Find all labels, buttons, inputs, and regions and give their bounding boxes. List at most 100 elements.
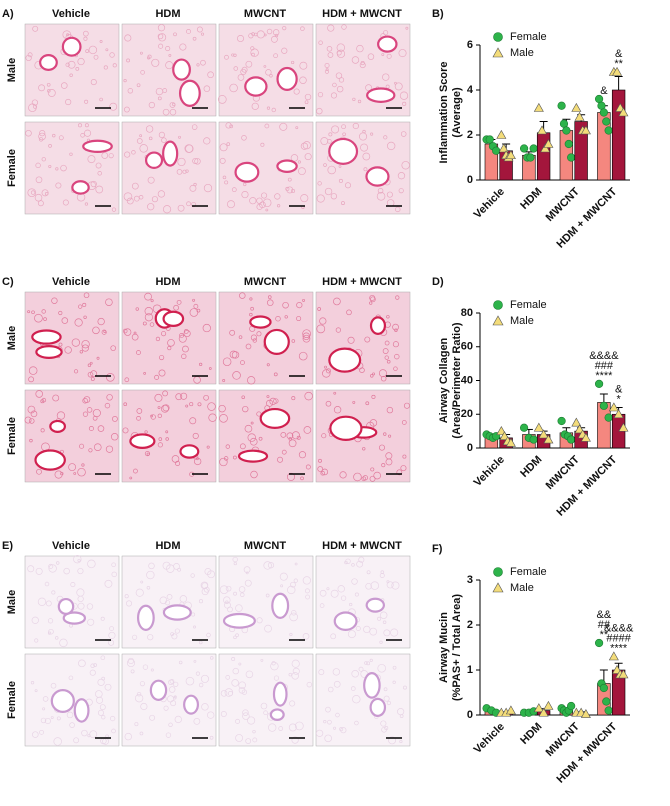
texture: [54, 470, 63, 479]
data-point: [608, 651, 619, 661]
texture: [304, 588, 310, 594]
texture: [241, 395, 245, 399]
texture: [133, 195, 140, 202]
texture: [40, 428, 45, 433]
texture: [69, 722, 75, 728]
texture: [195, 671, 200, 676]
airway: [269, 708, 285, 721]
texture: [38, 132, 46, 141]
texture: [271, 35, 278, 43]
texture: [77, 595, 84, 603]
airway: [49, 419, 66, 433]
texture: [196, 26, 203, 33]
texture: [377, 187, 384, 194]
data-point: [580, 432, 591, 442]
airway: [249, 315, 272, 329]
texture: [147, 203, 155, 211]
texture: [209, 656, 214, 660]
micrograph: [121, 23, 217, 117]
texture: [242, 405, 249, 413]
texture: [260, 702, 268, 710]
texture: [192, 298, 196, 302]
texture: [136, 691, 142, 697]
texture: [27, 52, 33, 58]
texture: [293, 88, 300, 95]
column-label: HDM: [155, 276, 180, 288]
texture: [339, 471, 347, 479]
texture: [174, 628, 180, 634]
texture: [99, 704, 106, 711]
significance-label: ****: [595, 370, 613, 382]
texture: [166, 594, 173, 600]
texture: [38, 84, 46, 92]
texture: [280, 584, 284, 588]
texture: [200, 59, 206, 66]
texture: [90, 79, 97, 86]
texture: [29, 438, 33, 443]
texture: [108, 153, 114, 159]
data-point: [505, 705, 516, 715]
texture: [174, 460, 181, 466]
texture: [321, 468, 329, 476]
texture: [123, 328, 132, 336]
texture: [126, 658, 136, 668]
texture: [388, 736, 397, 745]
airway: [179, 444, 200, 459]
texture: [86, 407, 93, 413]
texture: [37, 200, 44, 207]
texture: [203, 85, 211, 92]
texture: [176, 169, 183, 175]
texture: [148, 136, 153, 141]
texture: [299, 76, 307, 84]
texture: [108, 631, 116, 639]
texture: [74, 318, 83, 327]
texture: [324, 734, 332, 743]
texture: [175, 393, 183, 401]
texture: [204, 568, 212, 575]
texture: [243, 182, 247, 187]
texture: [34, 313, 43, 323]
micrograph: [121, 121, 217, 215]
texture: [235, 633, 239, 638]
data-point: [599, 401, 608, 410]
texture: [83, 396, 91, 403]
texture: [167, 346, 172, 351]
texture: [379, 573, 385, 578]
row-label: Female: [6, 149, 18, 187]
texture: [189, 184, 197, 192]
texture: [289, 700, 296, 707]
texture: [358, 556, 365, 563]
texture: [244, 579, 252, 587]
texture: [146, 586, 151, 590]
texture: [327, 686, 334, 693]
texture: [168, 722, 173, 727]
x-tick-label: Vehicle: [472, 721, 507, 756]
x-tick-label: HDM: [518, 186, 544, 212]
texture: [27, 310, 31, 314]
texture: [247, 716, 256, 725]
texture: [193, 303, 199, 309]
texture: [177, 157, 186, 167]
texture: [292, 667, 300, 675]
texture: [95, 162, 102, 169]
significance-label: &: [600, 85, 608, 97]
texture: [324, 187, 333, 196]
texture: [41, 309, 46, 314]
legend-marker: [492, 47, 504, 58]
texture: [369, 419, 378, 427]
texture: [139, 731, 144, 736]
texture: [99, 97, 103, 102]
texture: [391, 581, 400, 590]
texture: [290, 154, 299, 162]
data-point: [608, 402, 619, 412]
texture: [243, 566, 251, 574]
texture: [318, 458, 322, 463]
texture: [87, 363, 92, 367]
texture: [359, 62, 366, 69]
texture: [219, 414, 228, 423]
column-label: HDM + MWCNT: [322, 540, 402, 552]
texture: [321, 433, 327, 439]
texture: [157, 96, 162, 101]
texture: [330, 193, 338, 200]
